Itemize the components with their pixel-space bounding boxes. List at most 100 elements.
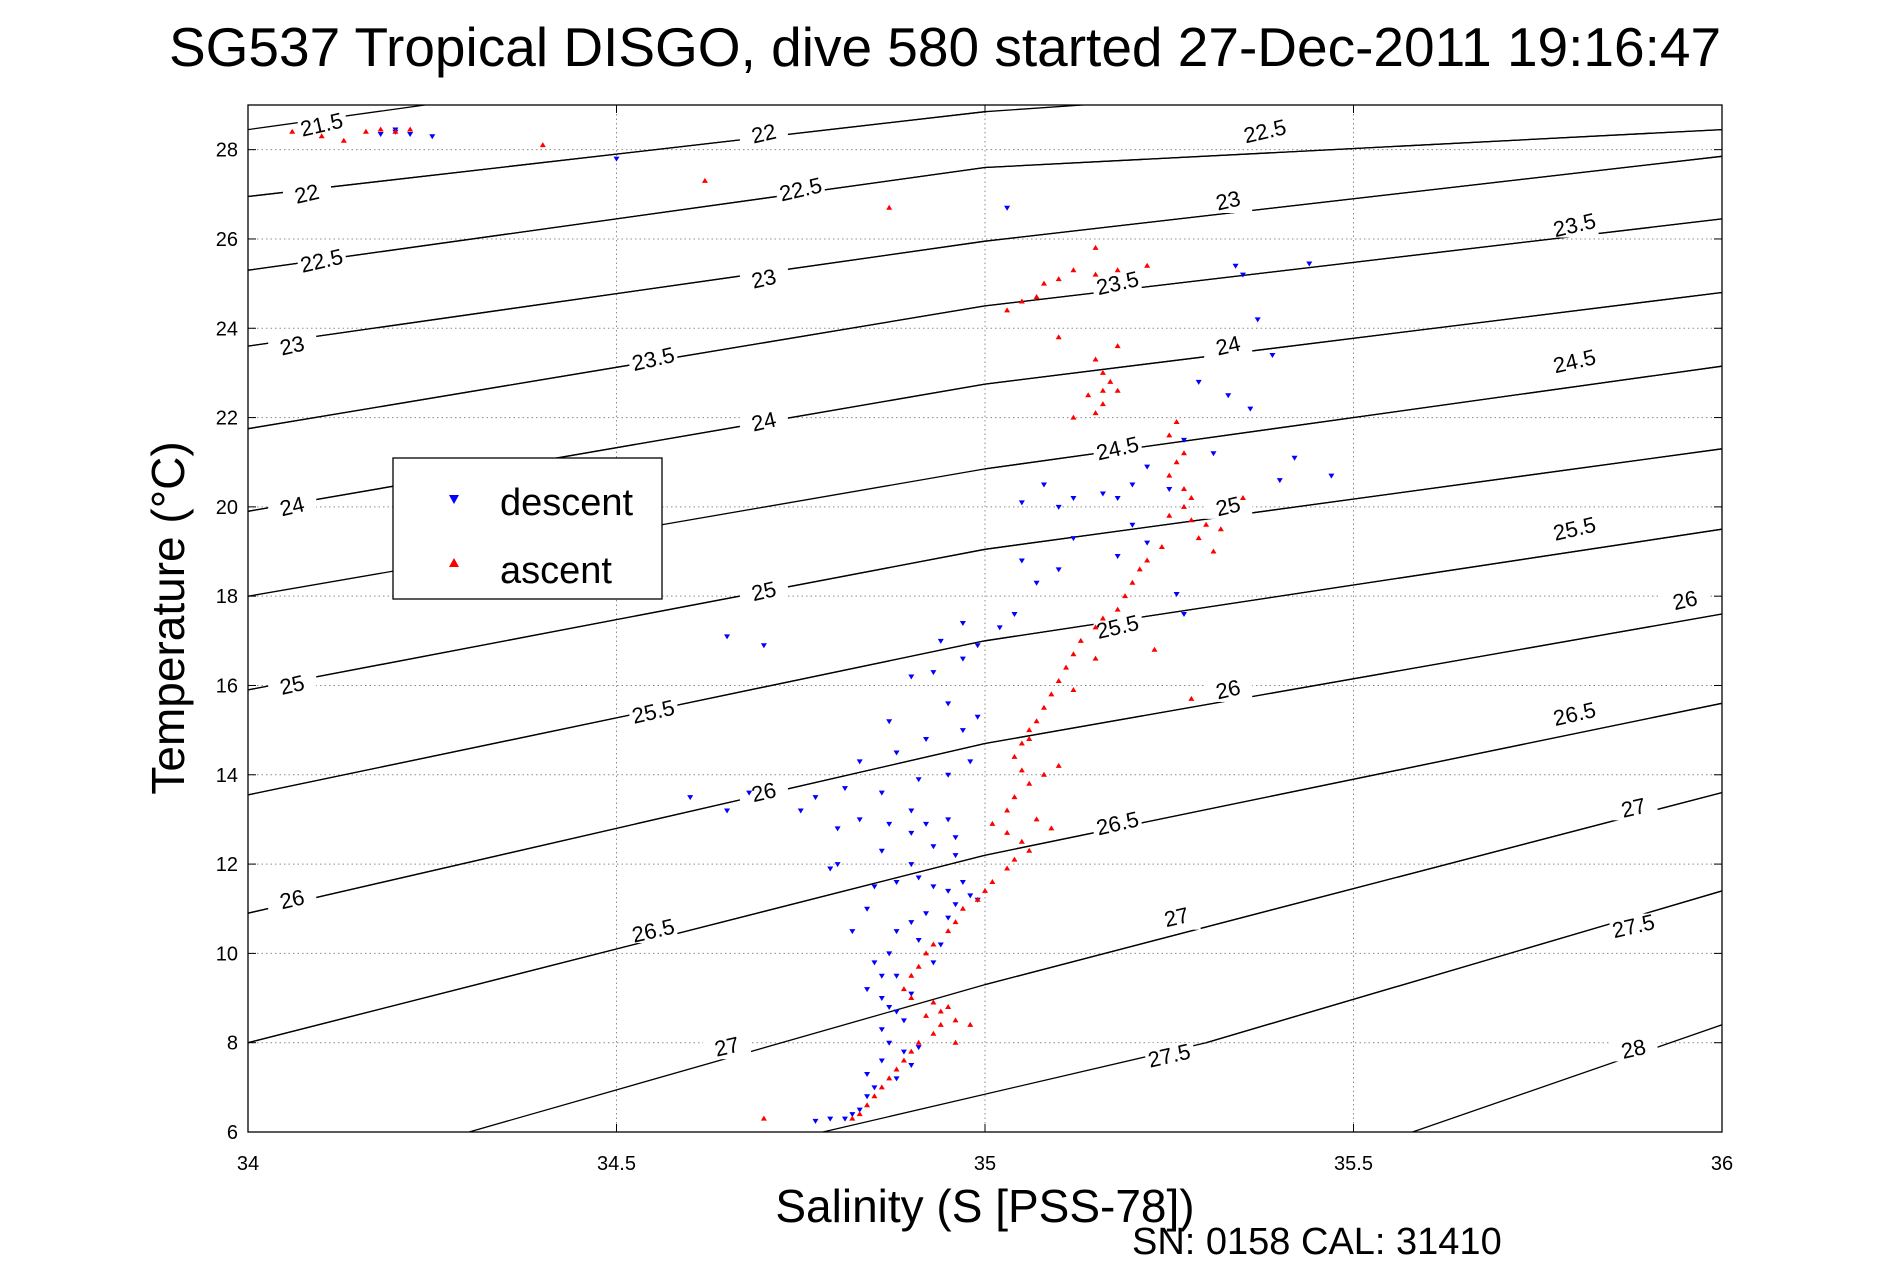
contour-label: 26 (1213, 675, 1242, 705)
ascent-point (923, 1012, 930, 1018)
descent-point (915, 937, 922, 943)
descent-point (797, 808, 804, 814)
ascent-point (1070, 267, 1077, 273)
ascent-point (1144, 557, 1151, 563)
ascent-point (900, 986, 907, 992)
contour-label: 27 (1619, 793, 1648, 823)
ascent-point (392, 128, 399, 134)
ascent-point (1239, 494, 1246, 500)
ascent-point (1040, 704, 1047, 710)
descent-point (1180, 437, 1187, 443)
contour-label: 24 (277, 491, 306, 521)
ascent-point (1122, 593, 1129, 599)
descent-point (1055, 504, 1062, 510)
descent-point (812, 795, 819, 801)
descent-point (893, 973, 900, 979)
descent-point (959, 879, 966, 885)
x-tick-label: 34 (237, 1153, 259, 1175)
contour-label: 27 (1162, 902, 1191, 932)
ascent-point (1114, 387, 1121, 393)
contour-label: 26 (749, 777, 778, 807)
ascent-point (1070, 414, 1077, 420)
density-contour-line (248, 742, 986, 914)
contour-label-bg (1609, 913, 1658, 939)
ascent-point (982, 887, 988, 893)
legend-descent-marker (449, 495, 459, 504)
contour-label-bg (1093, 435, 1142, 461)
descent-point (908, 862, 915, 868)
contour-label: 25 (277, 670, 306, 700)
ascent-point (1092, 271, 1099, 277)
descent-point (871, 1085, 878, 1091)
y-tick-label: 12 (216, 854, 238, 876)
legend: descent ascent (392, 457, 663, 600)
x-tick-label: 35.5 (1334, 1153, 1373, 1175)
ascent-point (1018, 838, 1025, 844)
ascent-point (1180, 450, 1187, 456)
ascent-point (1018, 767, 1025, 773)
density-contour-line (1412, 1024, 1722, 1132)
y-tick-label: 22 (216, 408, 238, 430)
ascent-point (1114, 267, 1121, 273)
contour-label: 28 (1619, 1034, 1648, 1064)
density-contour-line (468, 791, 1722, 1132)
density-contour-line (248, 166, 986, 271)
ascent-point (1092, 410, 1099, 416)
contour-label: 26 (277, 884, 306, 914)
descent-point (1018, 500, 1025, 506)
contour-label-bg (1241, 118, 1290, 144)
ascent-point (1033, 718, 1040, 724)
descent-point (878, 1058, 885, 1064)
contour-label: 23 (1213, 186, 1242, 216)
ascent-point (952, 1017, 959, 1023)
ascent-point (1092, 655, 1099, 661)
ascent-point (1026, 727, 1033, 733)
contour-label-bg (1661, 587, 1710, 613)
contour-label-bg (1204, 333, 1253, 359)
descent-point (1099, 491, 1106, 497)
descent-point (856, 817, 863, 823)
ascent-point (974, 896, 981, 902)
descent-point (967, 759, 974, 765)
descent-point (945, 915, 952, 921)
ascent-point (1099, 401, 1106, 407)
ascent-point (539, 142, 546, 148)
y-tick-label: 14 (216, 765, 238, 787)
descent-point (996, 625, 1003, 631)
density-contour-line (984, 613, 1722, 745)
contour-label-bg (739, 266, 788, 292)
ascent-point (989, 878, 996, 884)
descent-point (1166, 487, 1173, 493)
ascent-point (1092, 624, 1099, 630)
contour-label-bg (1550, 516, 1599, 542)
ascent-point (1040, 280, 1047, 286)
descent-point (724, 808, 731, 814)
ascent-point (1166, 432, 1173, 438)
descent-point (1291, 455, 1298, 461)
descent-point (937, 638, 944, 644)
density-contour-line (248, 305, 986, 430)
descent-point (864, 1071, 871, 1077)
density-contour-line (248, 383, 986, 512)
descent-point (923, 821, 930, 827)
ascent-point (1018, 298, 1025, 304)
ascent-point (937, 1008, 944, 1014)
ascent-point (1085, 392, 1092, 398)
density-contour-line (984, 291, 1722, 385)
contour-label-bg (629, 918, 678, 944)
descent-point (849, 929, 856, 935)
contour-label-bg (776, 176, 825, 202)
y-tick-label: 8 (227, 1033, 238, 1055)
ascent-point (1099, 369, 1106, 375)
descent-point (945, 817, 952, 823)
descent-point (908, 920, 915, 926)
ascent-point (1004, 865, 1011, 871)
descent-point (812, 1118, 819, 1124)
ascent-point (856, 1111, 863, 1117)
y-tick-label: 26 (216, 229, 238, 251)
ascent-point (1048, 825, 1055, 831)
ascent-point (908, 972, 915, 978)
descent-point (864, 1094, 871, 1100)
descent-point (1328, 473, 1335, 479)
